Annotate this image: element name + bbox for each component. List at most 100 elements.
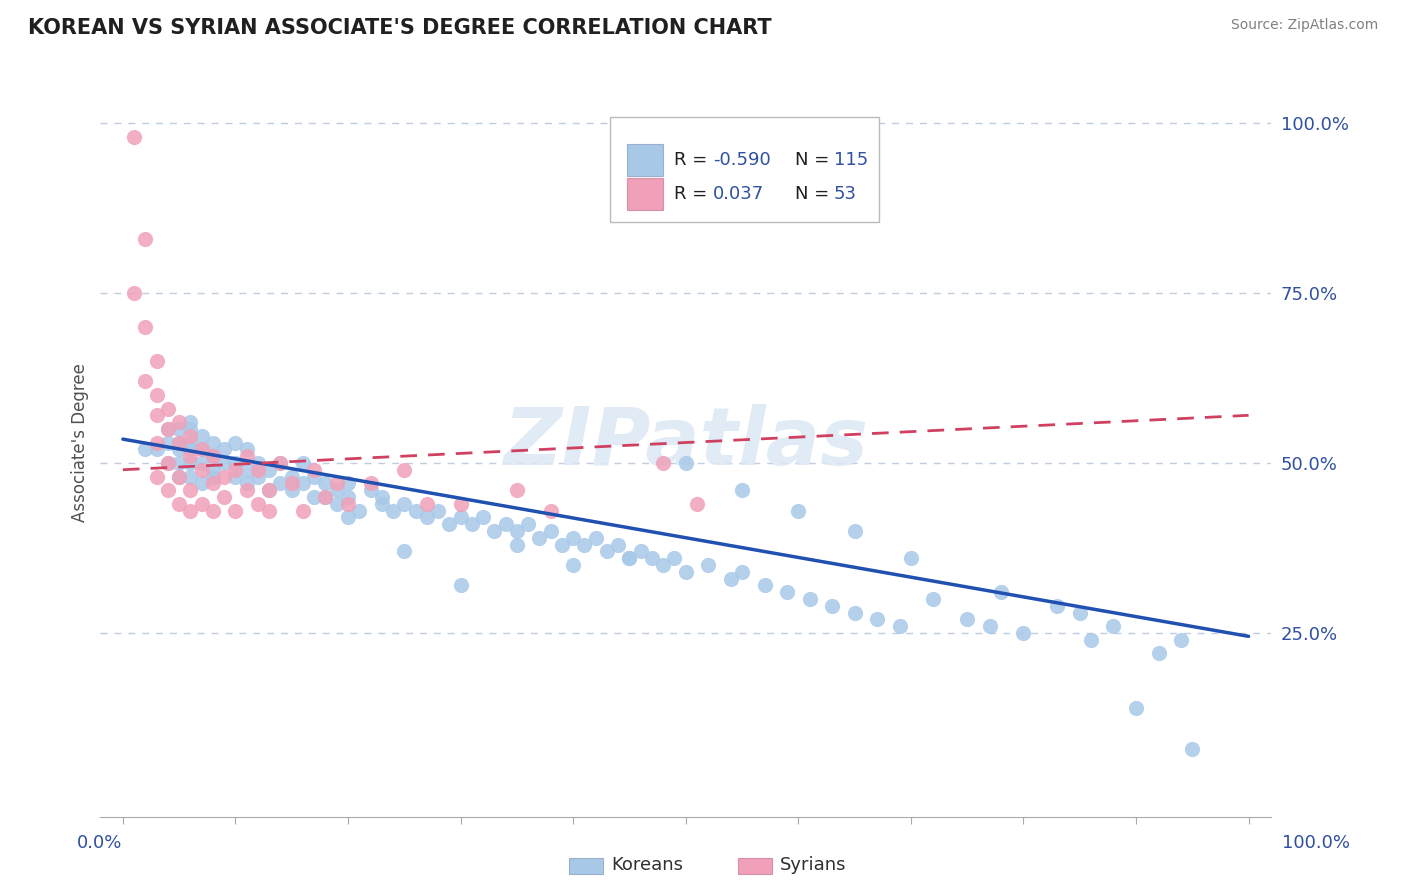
Point [360,483,382,497]
Point [641,551,664,566]
Point [1080,632,1102,647]
Point [145,469,167,483]
Point [866,612,889,626]
Y-axis label: Associate's Degree: Associate's Degree [72,363,89,522]
Point [269,456,291,470]
Point [337,476,360,491]
Text: ZIPatlas: ZIPatlas [503,403,869,482]
Text: 115: 115 [834,151,868,169]
Point [675,456,697,470]
Point [235,483,257,497]
Point [269,476,291,491]
Point [484,524,506,538]
Point [134,320,156,334]
Text: Source: ZipAtlas.com: Source: ZipAtlas.com [1230,18,1378,32]
Point [787,503,810,517]
Point [280,476,302,491]
Text: R =: R = [675,185,713,202]
Point [179,428,201,442]
Point [280,483,302,497]
Point [1181,741,1204,756]
Point [472,510,495,524]
Point [156,456,179,470]
Point [122,129,145,144]
Point [167,469,190,483]
Point [495,517,517,532]
Point [122,285,145,300]
Point [190,456,212,470]
Point [212,442,235,457]
Point [145,388,167,402]
Point [246,463,269,477]
Point [517,517,540,532]
Point [461,517,484,532]
Point [201,449,224,463]
Point [167,497,190,511]
Point [212,490,235,504]
Point [269,456,291,470]
Text: N =: N = [794,151,835,169]
Point [326,497,349,511]
Point [134,374,156,388]
Point [922,591,945,606]
Point [190,497,212,511]
Point [371,490,394,504]
Point [167,415,190,429]
Point [201,463,224,477]
Point [1125,700,1147,714]
Point [450,497,472,511]
Point [630,544,652,558]
Point [201,449,224,463]
Point [156,435,179,450]
Point [416,497,439,511]
FancyBboxPatch shape [627,144,662,176]
Point [585,531,607,545]
Point [1012,626,1035,640]
Point [201,435,224,450]
Text: 0.0%: 0.0% [77,834,122,852]
Point [686,497,709,511]
Point [889,619,911,633]
Point [315,476,337,491]
Point [1046,599,1069,613]
Point [360,476,382,491]
Point [167,435,190,450]
Point [235,463,257,477]
Point [224,435,246,450]
Point [506,524,529,538]
Point [337,490,360,504]
Point [190,428,212,442]
Point [394,544,416,558]
FancyBboxPatch shape [610,117,879,222]
Point [821,599,844,613]
Point [720,572,742,586]
Point [224,469,246,483]
Point [731,483,754,497]
Point [190,463,212,477]
Point [551,537,574,551]
Point [315,490,337,504]
Point [179,483,201,497]
Point [246,497,269,511]
Text: KOREAN VS SYRIAN ASSOCIATE'S DEGREE CORRELATION CHART: KOREAN VS SYRIAN ASSOCIATE'S DEGREE CORR… [28,18,772,37]
Point [529,531,551,545]
Point [664,551,686,566]
Point [394,497,416,511]
Point [156,456,179,470]
Point [156,422,179,436]
Point [179,449,201,463]
Point [776,585,799,599]
Point [156,401,179,416]
Text: 0.037: 0.037 [713,185,765,202]
Point [235,476,257,491]
Text: R =: R = [675,151,713,169]
Point [145,435,167,450]
Point [246,469,269,483]
Point [326,476,349,491]
Point [179,469,201,483]
Point [619,551,641,566]
Point [382,503,405,517]
Point [201,503,224,517]
Point [291,456,314,470]
Point [179,442,201,457]
